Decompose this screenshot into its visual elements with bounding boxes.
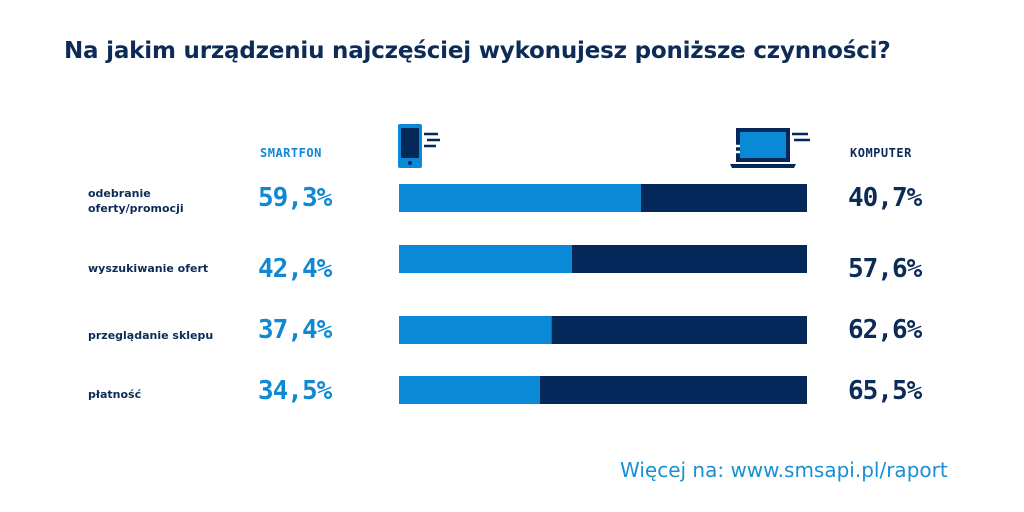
komputer-value-3: 65,5% <box>848 376 922 406</box>
komputer-value-0: 40,7% <box>848 183 922 213</box>
laptop-icon <box>728 128 810 168</box>
page-title: Na jakim urządzeniu najczęściej wykonuje… <box>64 38 891 64</box>
komputer-value-2: 62,6% <box>848 315 922 345</box>
smartfon-value-1: 42,4% <box>258 254 332 284</box>
row-label-3: płatność <box>88 388 142 401</box>
bar-komputer-0 <box>640 184 807 212</box>
smartphone-icon <box>398 124 440 168</box>
bar-smartfon-3 <box>399 376 540 404</box>
bar-smartfon-1 <box>399 245 572 273</box>
bar-komputer-1 <box>571 245 807 273</box>
row-label-1: wyszukiwanie ofert <box>88 262 209 275</box>
smartfon-value-0: 59,3% <box>258 183 332 213</box>
bar-smartfon-2 <box>399 316 552 344</box>
row-label-0: odebranie oferty/promocji <box>88 187 184 215</box>
bar-smartfon-0 <box>399 184 641 212</box>
footer-link[interactable]: Więcej na: www.smsapi.pl/raport <box>620 458 948 482</box>
bar-komputer-3 <box>539 376 807 404</box>
legend-smartfon: SMARTFON <box>260 146 322 160</box>
row-label-2: przeglądanie sklepu <box>88 329 214 342</box>
bar-komputer-2 <box>551 316 807 344</box>
legend-komputer: KOMPUTER <box>850 146 912 160</box>
smartfon-value-2: 37,4% <box>258 315 332 345</box>
komputer-value-1: 57,6% <box>848 254 922 284</box>
smartfon-value-3: 34,5% <box>258 376 332 406</box>
